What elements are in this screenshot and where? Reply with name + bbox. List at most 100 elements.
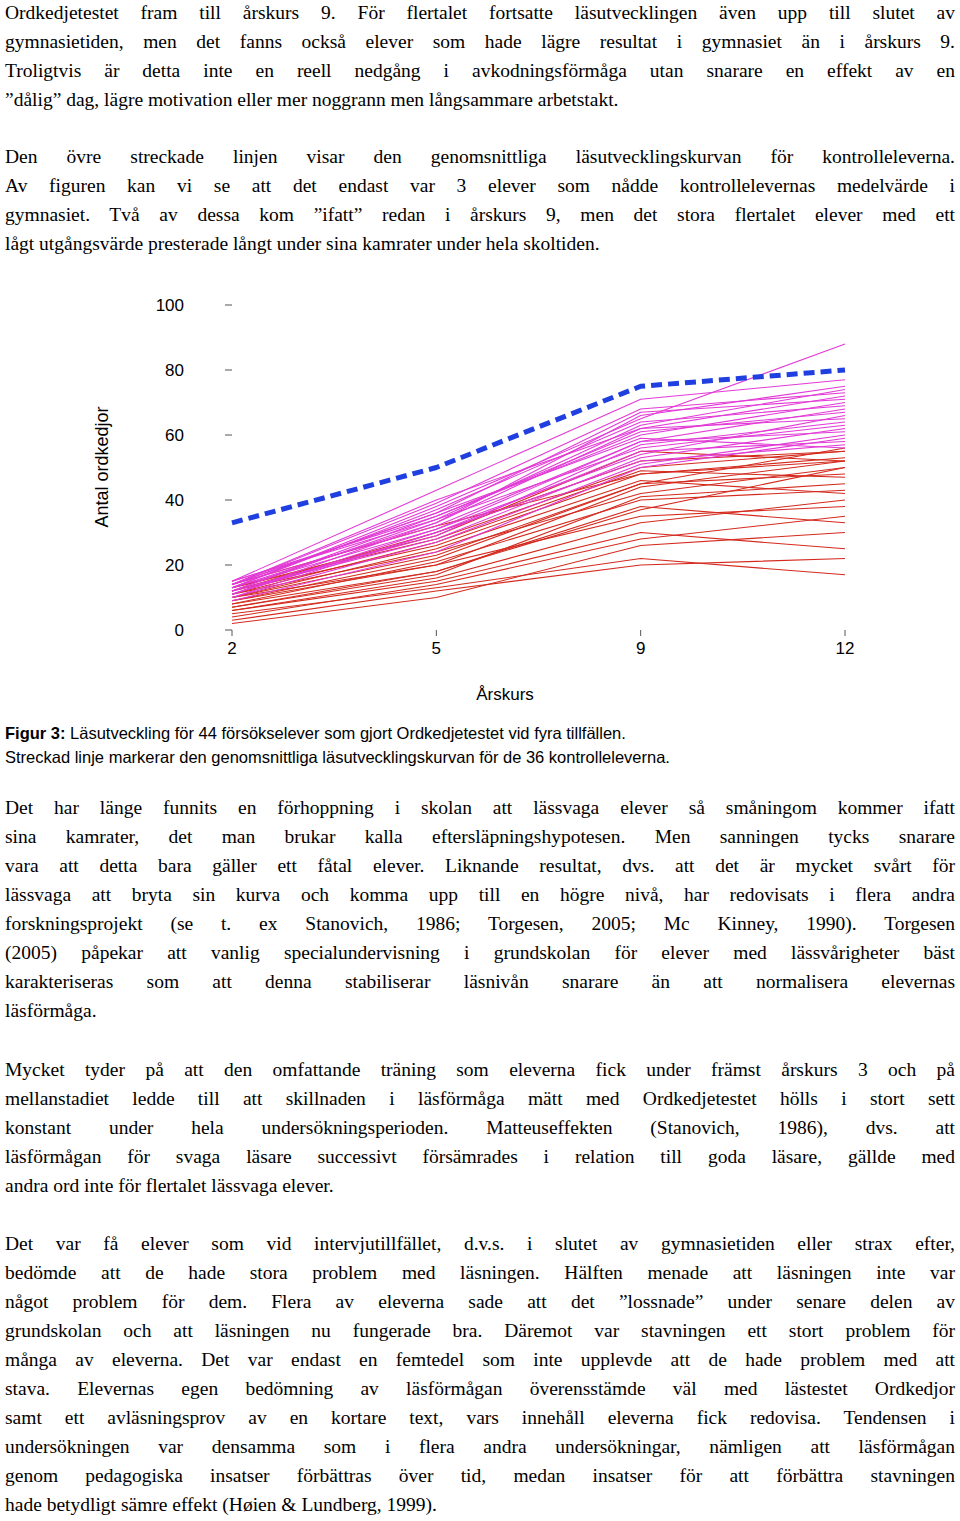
series-line bbox=[232, 409, 845, 585]
series-line bbox=[232, 386, 845, 594]
y-tick-label: 40 bbox=[165, 491, 184, 510]
x-axis-label: Årskurs bbox=[476, 685, 534, 704]
plot-area bbox=[232, 344, 845, 624]
y-tick bbox=[225, 630, 232, 631]
text-line: något problem för dem. Flera av eleverna… bbox=[5, 1287, 955, 1316]
series-line bbox=[232, 412, 845, 591]
series-line bbox=[232, 442, 845, 595]
series-line bbox=[232, 559, 845, 614]
text-line: Det var få elever som vid intervjutillfä… bbox=[5, 1229, 955, 1258]
series-line bbox=[232, 403, 845, 582]
series-line bbox=[232, 399, 845, 584]
series-line bbox=[232, 448, 845, 598]
series-line bbox=[232, 390, 845, 582]
text-line: hade betydligt sämre effekt (Høien & Lun… bbox=[5, 1490, 955, 1519]
series-line bbox=[232, 458, 845, 585]
text-line: läsförmågan för svaga läsare successivt … bbox=[5, 1142, 955, 1171]
text-line: undersökningen var densamma som i flera … bbox=[5, 1432, 955, 1461]
series-line bbox=[232, 416, 845, 595]
series-line bbox=[232, 474, 845, 601]
y-tick bbox=[225, 370, 232, 371]
text-line: läsförmåga. bbox=[5, 996, 955, 1025]
text-line: vara att detta bara gäller ett fåtal ele… bbox=[5, 851, 955, 880]
series-line bbox=[232, 445, 845, 598]
x-tick bbox=[232, 630, 233, 636]
y-tick-label: 60 bbox=[165, 426, 184, 445]
text-line: sina kamrater, det man brukar kalla efte… bbox=[5, 822, 955, 851]
series-line bbox=[232, 419, 845, 585]
text-line: lågt utgångsvärde presterade långt under… bbox=[5, 229, 955, 258]
series-line bbox=[232, 484, 845, 608]
text-line: Av figuren kan vi se att det endast var … bbox=[5, 171, 955, 200]
text-line: Mycket tyder på att den omfattande träni… bbox=[5, 1055, 955, 1084]
series-line bbox=[232, 500, 845, 611]
series-line bbox=[232, 490, 845, 604]
series-line bbox=[232, 435, 845, 598]
caption-line: Figur 3: Läsutveckling för 44 försöksele… bbox=[5, 721, 626, 745]
text-line: Det har länge funnits en förhoppning i s… bbox=[5, 793, 955, 822]
caption-label: Figur 3: bbox=[5, 724, 66, 742]
series-line bbox=[232, 438, 845, 601]
caption-line: Streckad linje markerar den genomsnittli… bbox=[5, 745, 670, 769]
text-line: gymnasiet. Två av dessa kom ”ifatt” reda… bbox=[5, 200, 955, 229]
y-tick-label: 80 bbox=[165, 361, 184, 380]
dashed-line bbox=[232, 370, 845, 523]
series-line bbox=[232, 533, 845, 611]
series-line bbox=[232, 471, 845, 595]
series-line bbox=[232, 425, 845, 591]
series-line bbox=[232, 380, 845, 582]
series-line bbox=[232, 432, 845, 588]
text-line: Troligtvis är detta inte en reell nedgån… bbox=[5, 56, 955, 85]
text-line: konstant under hela undersökningsperiode… bbox=[5, 1113, 955, 1142]
x-tick bbox=[845, 630, 846, 636]
text-line: Ordkedjetestet fram till årskurs 9. För … bbox=[5, 0, 955, 27]
series-line bbox=[232, 451, 845, 591]
series-line bbox=[232, 429, 845, 592]
caption-text: Läsutveckling för 44 försökselever som g… bbox=[66, 724, 626, 742]
text-line: genom pedagogiska insatser förbättras öv… bbox=[5, 1461, 955, 1490]
text-line: bedömde att de hade stora problem med lä… bbox=[5, 1258, 955, 1287]
series-line bbox=[232, 481, 845, 598]
series-line bbox=[232, 468, 845, 595]
x-tick bbox=[640, 630, 641, 636]
y-tick bbox=[225, 500, 232, 501]
chart: 0 20 40 60 80 100 2 5 9 12 Årskurs Antal ordkedjor bbox=[0, 0, 960, 1521]
text-line: (2005) påpekar att vanlig specialundervi… bbox=[5, 938, 955, 967]
series-line bbox=[232, 461, 845, 601]
text-line: Den övre streckade linjen visar den geno… bbox=[5, 142, 955, 171]
text-line: stava. Elevernas egen bedömning av läsfö… bbox=[5, 1374, 955, 1403]
y-tick-label: 0 bbox=[175, 621, 184, 640]
y-tick bbox=[225, 305, 232, 306]
series-line bbox=[232, 344, 845, 588]
text-line: grundskolan och att läsningen nu fungera… bbox=[5, 1316, 955, 1345]
series-line bbox=[232, 533, 845, 624]
text-line: lässvaga att bryta sin kurva och komma u… bbox=[5, 880, 955, 909]
x-tick-label: 5 bbox=[432, 639, 441, 658]
series-line bbox=[232, 507, 845, 605]
x-tick-label: 9 bbox=[636, 639, 645, 658]
x-tick-label: 12 bbox=[836, 639, 855, 658]
x-tick-label: 2 bbox=[227, 639, 236, 658]
series-line bbox=[232, 516, 845, 617]
y-tick-label: 20 bbox=[165, 556, 184, 575]
text-line: forskningsprojekt (se t. ex Stanovich, 1… bbox=[5, 909, 955, 938]
series-line bbox=[232, 451, 845, 588]
text-line: många av eleverna. Det var endast en fem… bbox=[5, 1345, 955, 1374]
series-line bbox=[232, 507, 845, 598]
x-tick bbox=[436, 630, 437, 636]
text-line: andra ord inte för flertalet lässvaga el… bbox=[5, 1171, 955, 1200]
y-axis-label: Antal ordkedjor bbox=[92, 406, 112, 527]
text-line: karakteriseras som att denna stabilisera… bbox=[5, 967, 955, 996]
series-line bbox=[232, 451, 845, 588]
series-line bbox=[232, 406, 845, 588]
y-tick bbox=[225, 435, 232, 436]
series-line bbox=[232, 422, 845, 591]
text-line: mellanstadiet ledde till att skillnaden … bbox=[5, 1084, 955, 1113]
series-line bbox=[232, 396, 845, 588]
series-line bbox=[232, 393, 845, 585]
text-line: samt ett avläsningsprov av en kortare te… bbox=[5, 1403, 955, 1432]
y-tick-label: 100 bbox=[156, 296, 184, 315]
series-line bbox=[232, 438, 845, 584]
series-line bbox=[232, 559, 845, 621]
series-line bbox=[232, 461, 845, 591]
